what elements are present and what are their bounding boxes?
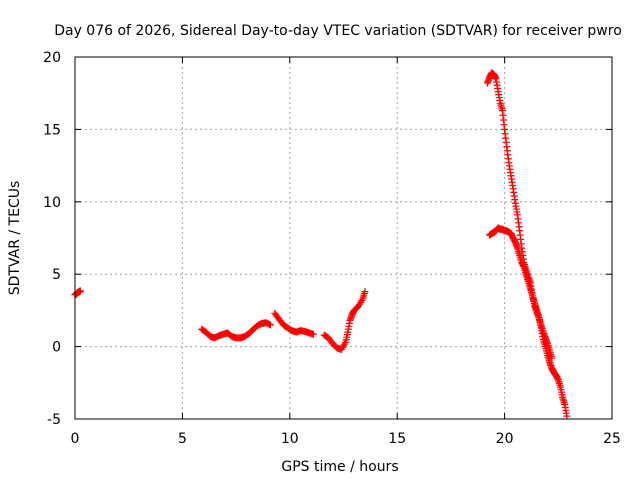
y-axis-label: SDTVAR / TECUs bbox=[7, 181, 23, 296]
y-tick-label: 10 bbox=[43, 195, 61, 211]
data-point bbox=[309, 330, 317, 338]
series-seg3 bbox=[271, 309, 317, 338]
y-tick-label: 5 bbox=[52, 267, 61, 283]
series-seg4 bbox=[320, 288, 369, 353]
data-point bbox=[548, 354, 556, 362]
data-point bbox=[266, 321, 274, 329]
y-tick-label: 0 bbox=[52, 340, 61, 356]
x-tick-label: 0 bbox=[71, 431, 80, 447]
series-seg6 bbox=[486, 224, 556, 362]
data-point bbox=[76, 287, 84, 295]
x-tick-label: 20 bbox=[496, 431, 514, 447]
series-seg1 bbox=[71, 287, 84, 298]
x-tick-label: 5 bbox=[178, 431, 187, 447]
x-tick-label: 10 bbox=[281, 431, 299, 447]
y-tick-label: 20 bbox=[43, 50, 61, 66]
data-point bbox=[361, 288, 369, 296]
series-seg5 bbox=[483, 69, 571, 420]
y-tick-label: -5 bbox=[47, 412, 61, 428]
chart-title: Day 076 of 2026, Sidereal Day-to-day VTE… bbox=[54, 23, 622, 39]
y-tick-label: 15 bbox=[43, 122, 61, 138]
plot-frame bbox=[74, 56, 613, 420]
x-tick-label: 15 bbox=[388, 431, 406, 447]
series-seg2 bbox=[198, 319, 274, 342]
x-axis-label: GPS time / hours bbox=[281, 459, 398, 475]
x-tick-label: 25 bbox=[603, 431, 621, 447]
data-point bbox=[563, 412, 571, 420]
